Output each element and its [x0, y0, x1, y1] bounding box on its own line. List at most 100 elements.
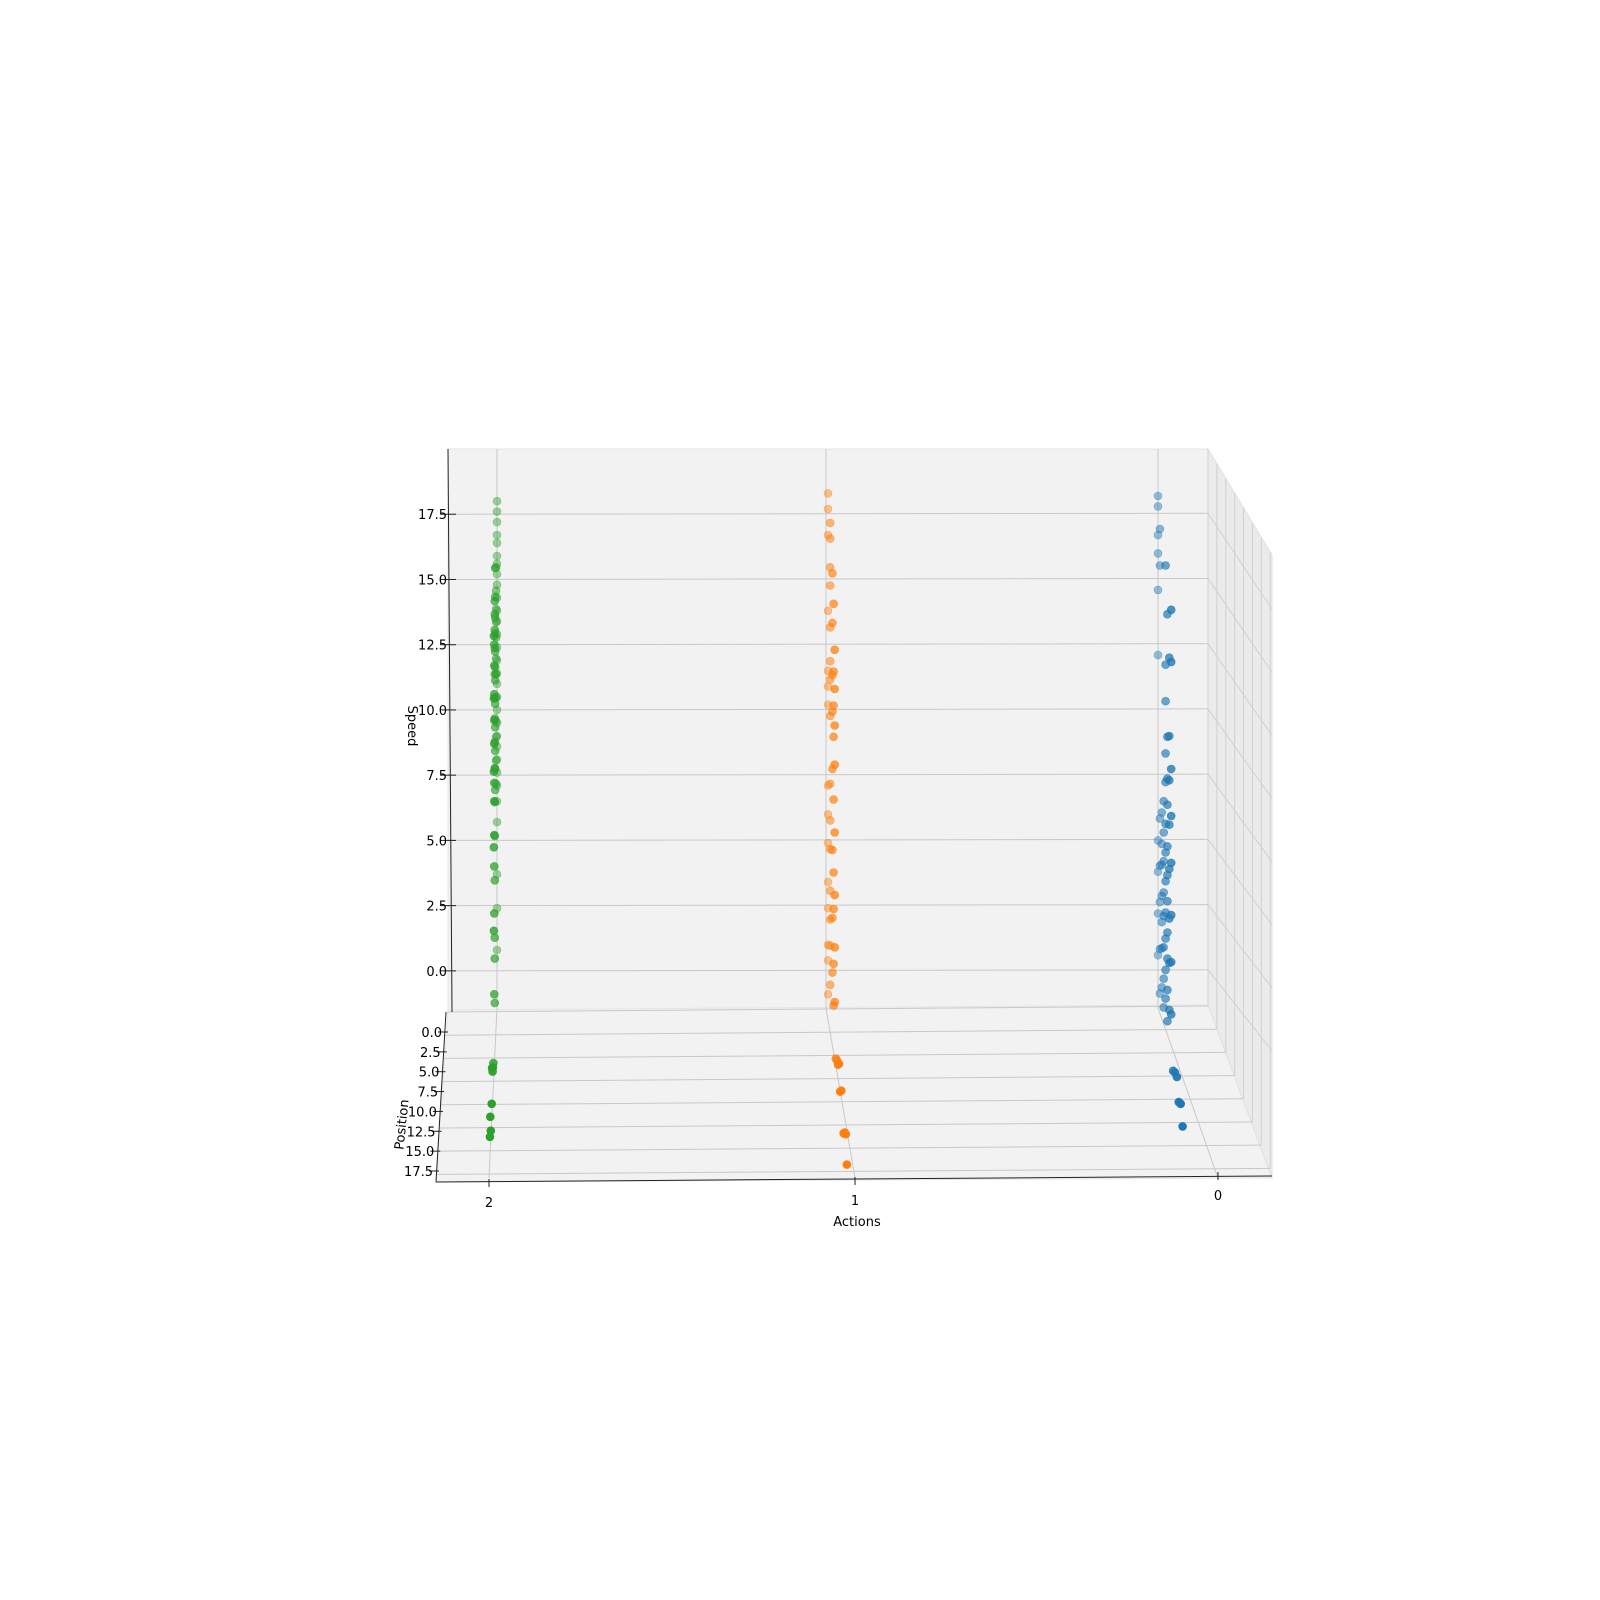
scatter-point — [492, 945, 502, 955]
scatter-point — [490, 954, 500, 963]
z-grid-line — [447, 773, 1209, 776]
y-tick-label: 17.5 — [404, 1165, 433, 1180]
scatter-point — [489, 909, 499, 918]
z-axis-label: Speed — [404, 706, 419, 747]
scatter-point — [487, 1063, 497, 1073]
scatter-point — [492, 817, 502, 827]
z-tick-label: 7.5 — [426, 769, 447, 784]
scatter-point — [1166, 957, 1176, 967]
scatter-point — [489, 989, 499, 999]
scatter-point — [825, 980, 835, 990]
scatter-point — [489, 796, 499, 806]
scatter-point — [1166, 858, 1176, 868]
scatter-point — [830, 828, 840, 837]
z-tick-label: 5.0 — [426, 834, 447, 849]
x-tick-label: 0 — [1214, 1189, 1222, 1204]
scatter-point — [489, 778, 499, 788]
scatter-point — [489, 830, 499, 840]
y-tick-label: 10.0 — [408, 1105, 437, 1120]
y-tick-label: 15.0 — [405, 1145, 434, 1160]
scatter-point — [492, 496, 502, 506]
scatter-point — [823, 989, 833, 999]
scatter-point — [490, 998, 500, 1008]
scatter-point — [825, 656, 835, 666]
tick-labels: 0.0 2.5 5.0 7.5 10.0 12.5 15.0 17.5 0.0 2.5 5.0 7.5… — [404, 508, 1222, 1211]
x-floor-grid-line — [1157, 1007, 1219, 1179]
scatter-point — [490, 875, 500, 885]
scatter-point — [489, 926, 499, 936]
z-grid-line — [447, 838, 1209, 841]
scatter-point — [1163, 928, 1172, 937]
scatter-point — [825, 779, 835, 789]
z-grid-line — [447, 708, 1209, 711]
scatter-point — [1166, 657, 1176, 667]
y-tick-label: 2.5 — [420, 1046, 441, 1061]
scatter-point — [489, 631, 499, 641]
scatter-point — [492, 517, 502, 527]
scatter-point — [489, 661, 499, 670]
y-grid-line — [446, 1005, 1209, 1013]
scatter-point — [485, 1112, 495, 1122]
scatter-point — [1166, 811, 1176, 821]
z-tick-label: 10.0 — [418, 704, 447, 719]
y-axis-line — [435, 1011, 447, 1183]
scatter-point — [491, 756, 501, 765]
scatter-point — [829, 732, 838, 742]
x-axis-label: Actions — [833, 1215, 881, 1230]
scatter-point — [1153, 491, 1163, 501]
z-tick-label: 0.0 — [426, 965, 447, 980]
scatter-point — [1161, 561, 1170, 570]
scatter-point — [492, 507, 502, 516]
scatter-point — [1159, 974, 1168, 984]
scatter-point — [829, 904, 838, 914]
scatter-point — [1161, 696, 1170, 706]
scatter-point — [830, 890, 840, 900]
axis-lines — [435, 448, 1273, 1183]
scatter-point — [1163, 985, 1172, 995]
scatter-point — [823, 489, 833, 498]
scatter-point — [1153, 549, 1163, 558]
scatter-point — [829, 599, 838, 609]
scatter-point — [830, 760, 840, 770]
y-tick-label: 12.5 — [407, 1125, 436, 1140]
z-grid-line — [447, 643, 1209, 646]
scatter-point — [829, 795, 838, 804]
scatter-point — [828, 618, 837, 628]
z-tick-label: 2.5 — [426, 900, 447, 915]
scatter-point — [487, 1099, 497, 1109]
scatter-point — [825, 581, 835, 590]
y-axis-label: Position — [392, 1099, 412, 1151]
z-tick-label: 12.5 — [418, 639, 447, 654]
z-grid-line — [447, 577, 1209, 580]
z-tick-label: 17.5 — [418, 508, 447, 523]
x-floor-grid-line — [488, 1007, 498, 1179]
scatter-point — [489, 640, 499, 649]
scatter-point — [830, 942, 840, 952]
scatter-point — [489, 715, 499, 725]
scatter-point — [825, 534, 835, 543]
scatter-point — [1153, 585, 1163, 595]
scatter-point — [1166, 910, 1176, 920]
scatter-point — [1166, 764, 1176, 774]
scatter-point — [825, 816, 835, 825]
y-tick-label: 5.0 — [419, 1066, 440, 1081]
scatter-point — [829, 959, 838, 969]
scatter-point — [492, 538, 502, 548]
scatter-point — [492, 530, 502, 540]
scatter-point — [490, 563, 500, 573]
scatter-point — [823, 877, 833, 887]
scatter-points — [485, 489, 1187, 1169]
scatter-point — [1165, 820, 1174, 830]
y-grid-line — [442, 1075, 1235, 1083]
scatter-point — [485, 1132, 495, 1142]
scatter-point — [1161, 994, 1170, 1003]
scatter-point — [828, 968, 837, 977]
scatter-point — [1159, 828, 1168, 837]
scatter-point — [1159, 942, 1168, 952]
axis-panes — [435, 447, 1273, 1183]
scatter-point — [489, 842, 499, 852]
scatter-point — [830, 645, 840, 655]
scatter-point — [1178, 1122, 1187, 1131]
scatter-point — [1153, 502, 1163, 511]
